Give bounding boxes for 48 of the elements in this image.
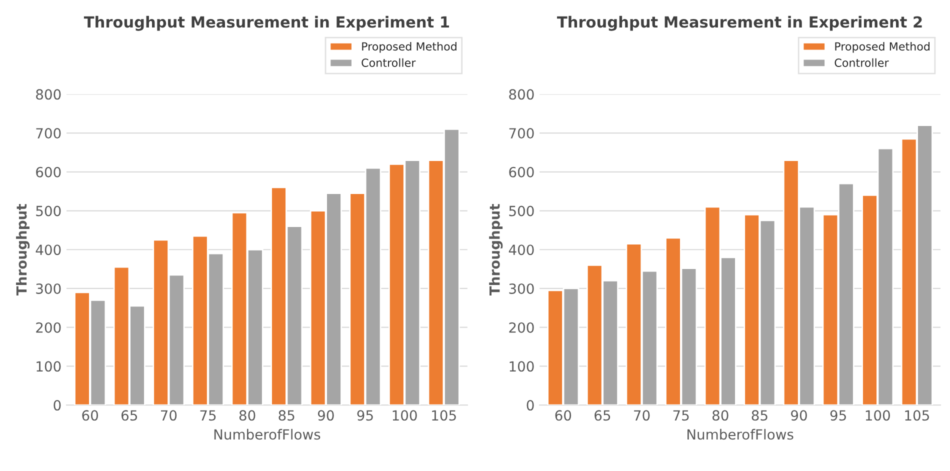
- x-tick-label: 80: [239, 410, 256, 421]
- x-tick-label: 90: [318, 410, 334, 421]
- y-tick-label: 400: [36, 244, 61, 256]
- x-tick-label: 80: [712, 410, 728, 421]
- x-tick-label: 85: [278, 410, 294, 421]
- y-tick-label: 600: [509, 166, 534, 178]
- y-tick-label: 200: [36, 322, 61, 333]
- y-tick-label: 500: [36, 206, 61, 216]
- y-tick-label: 100: [36, 361, 61, 372]
- x-tick-label: 70: [160, 410, 177, 421]
- x-tick-label: 105: [905, 410, 929, 421]
- x-tick-label: 100: [392, 410, 417, 421]
- x-tick-label: 85: [752, 410, 768, 421]
- y-tick-label: 100: [510, 361, 534, 372]
- y-tick-label: 0: [54, 400, 61, 411]
- chart-title: Throughput Measurement in Experiment 1: [84, 16, 449, 31]
- legend-label: Controller: [834, 58, 889, 67]
- x-tick-label: 90: [791, 410, 807, 421]
- x-axis-title: NumberofFlows: [214, 428, 320, 440]
- y-tick-label: 800: [509, 89, 534, 100]
- x-tick-label: 65: [594, 410, 610, 421]
- x-tick-label: 95: [830, 410, 846, 421]
- x-tick-label: 105: [432, 410, 456, 421]
- x-tick-label: 95: [357, 410, 373, 421]
- x-tick-label: 65: [122, 410, 138, 421]
- legend-label: Proposed Method: [362, 42, 456, 53]
- y-tick-label: 600: [36, 166, 61, 178]
- x-tick-label: 60: [555, 410, 572, 421]
- y-axis-title: Throughput: [16, 204, 30, 296]
- x-tick-label: 75: [673, 410, 689, 421]
- x-tick-label: 70: [634, 410, 650, 421]
- x-axis-title: NumberofFlows: [688, 428, 794, 440]
- y-tick-label: 400: [508, 244, 534, 256]
- chart-title: Throughput Measurement in Experiment 2: [557, 16, 922, 31]
- y-tick-label: 200: [509, 322, 534, 333]
- y-tick-label: 800: [36, 89, 61, 100]
- y-tick-label: 300: [36, 283, 61, 294]
- y-axis-title: Throughput: [489, 204, 503, 296]
- x-tick-label: 100: [866, 410, 890, 421]
- legend-label: Controller: [362, 58, 416, 67]
- legend-label: Proposed Method: [835, 42, 930, 53]
- y-tick-label: 700: [36, 128, 61, 139]
- y-tick-label: 700: [509, 128, 534, 139]
- y-tick-label: 500: [509, 206, 534, 216]
- y-tick-label: 0: [526, 400, 534, 411]
- y-tick-label: 300: [509, 283, 534, 294]
- x-tick-label: 75: [200, 410, 216, 421]
- x-tick-label: 60: [82, 410, 98, 421]
